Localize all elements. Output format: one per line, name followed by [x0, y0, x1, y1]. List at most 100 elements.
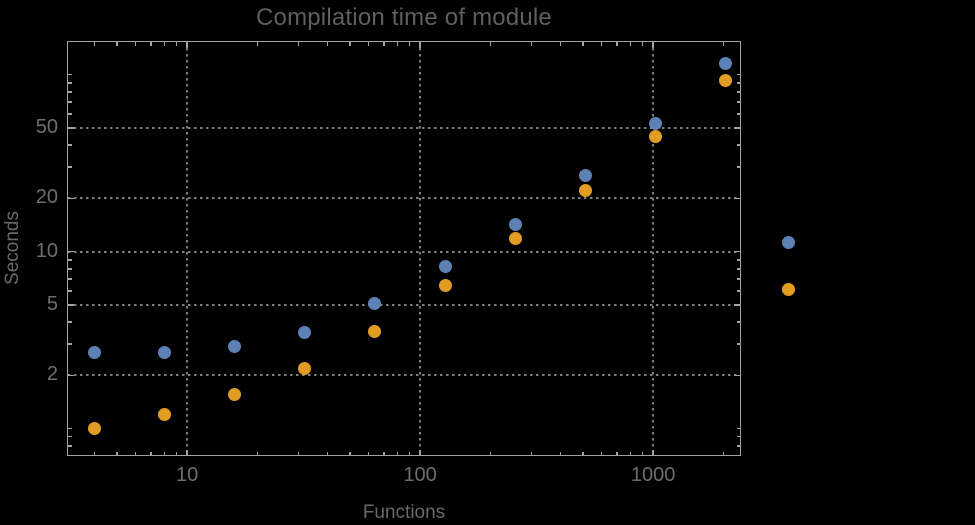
tick-mark	[68, 259, 72, 261]
y-tick-label: 10	[35, 239, 58, 262]
tick-mark	[396, 452, 399, 456]
tick-mark	[582, 452, 584, 456]
tick-mark	[736, 321, 740, 323]
tick-mark	[68, 166, 72, 168]
tick-mark	[297, 42, 300, 46]
tick-mark	[736, 290, 740, 292]
tick-mark	[641, 452, 644, 456]
tick-mark	[68, 445, 72, 447]
tick-mark	[734, 250, 740, 253]
tick-mark	[68, 113, 72, 115]
tick-mark	[68, 73, 72, 76]
x-tick-label: 1000	[630, 463, 676, 486]
data-point-series-2	[368, 324, 382, 338]
data-point-series-2	[228, 388, 242, 402]
tick-mark	[489, 42, 492, 46]
tick-mark	[736, 82, 740, 84]
tick-mark	[652, 449, 654, 456]
tick-mark	[186, 42, 188, 48]
y-tick-label: 50	[35, 115, 58, 138]
tick-mark	[419, 42, 421, 48]
tick-mark	[68, 435, 72, 438]
tick-mark	[419, 449, 421, 456]
tick-mark	[408, 42, 411, 46]
tick-mark	[600, 452, 603, 456]
tick-mark	[530, 42, 533, 46]
gridline-vertical	[186, 42, 189, 456]
x-axis-label: Functions	[362, 502, 446, 523]
tick-mark	[736, 73, 740, 76]
tick-mark	[186, 449, 188, 456]
tick-mark	[367, 42, 370, 46]
data-point-series-1	[158, 345, 172, 359]
tick-mark	[616, 452, 618, 456]
tick-mark	[629, 42, 632, 46]
gridline-vertical	[652, 42, 655, 456]
tick-mark	[652, 42, 654, 48]
tick-mark	[734, 197, 740, 200]
tick-mark	[736, 101, 740, 103]
tick-mark	[722, 42, 724, 46]
tick-mark	[734, 127, 740, 129]
tick-mark	[367, 452, 370, 456]
data-point-series-2	[719, 73, 733, 87]
x-tick-label: 100	[403, 463, 437, 486]
gridline-horizontal	[68, 250, 740, 253]
tick-mark	[408, 452, 411, 456]
tick-mark	[736, 166, 740, 168]
tick-mark	[163, 452, 166, 456]
tick-mark	[736, 427, 740, 430]
tick-mark	[68, 82, 72, 84]
gridline-horizontal	[68, 197, 740, 200]
tick-mark	[256, 42, 259, 46]
tick-mark	[256, 452, 259, 456]
tick-mark	[383, 452, 385, 456]
tick-mark	[349, 452, 351, 456]
tick-mark	[297, 452, 300, 456]
tick-mark	[530, 452, 533, 456]
data-point-series-1	[87, 345, 101, 359]
tick-mark	[736, 144, 740, 146]
data-point-series-1	[508, 217, 522, 231]
tick-mark	[349, 42, 351, 46]
data-point-series-2	[87, 422, 101, 436]
tick-mark	[616, 42, 618, 46]
tick-mark	[734, 374, 740, 377]
data-point-series-2	[438, 279, 452, 293]
tick-mark	[396, 42, 399, 46]
gridline-horizontal	[68, 303, 740, 306]
data-point-series-2	[649, 129, 663, 143]
tick-mark	[629, 452, 632, 456]
tick-mark	[68, 250, 74, 253]
plot-frame	[67, 41, 741, 456]
tick-mark	[559, 42, 562, 46]
data-point-series-1	[368, 296, 382, 310]
tick-mark	[736, 278, 740, 280]
data-point-series-2	[298, 361, 312, 375]
tick-mark	[641, 42, 644, 46]
y-tick-label: 20	[35, 186, 58, 209]
tick-mark	[489, 452, 492, 456]
tick-mark	[383, 42, 385, 46]
tick-mark	[93, 452, 96, 456]
tick-mark	[163, 42, 166, 46]
tick-mark	[68, 144, 72, 146]
tick-mark	[175, 42, 178, 46]
tick-mark	[134, 452, 137, 456]
tick-mark	[582, 42, 584, 46]
tick-mark	[722, 452, 724, 456]
chart-title: Compilation time of module	[255, 4, 552, 31]
y-tick-label: 5	[46, 292, 58, 315]
x-tick-label: 10	[176, 463, 199, 486]
tick-mark	[559, 452, 562, 456]
tick-mark	[68, 101, 72, 103]
data-point-series-1	[298, 325, 312, 339]
gridline-horizontal	[68, 126, 740, 129]
tick-mark	[68, 427, 72, 430]
legend-marker-series-1	[782, 236, 795, 249]
tick-mark	[736, 91, 740, 93]
data-point-series-1	[438, 260, 452, 274]
tick-mark	[736, 259, 740, 261]
tick-mark	[736, 343, 740, 345]
data-point-series-1	[578, 168, 592, 182]
